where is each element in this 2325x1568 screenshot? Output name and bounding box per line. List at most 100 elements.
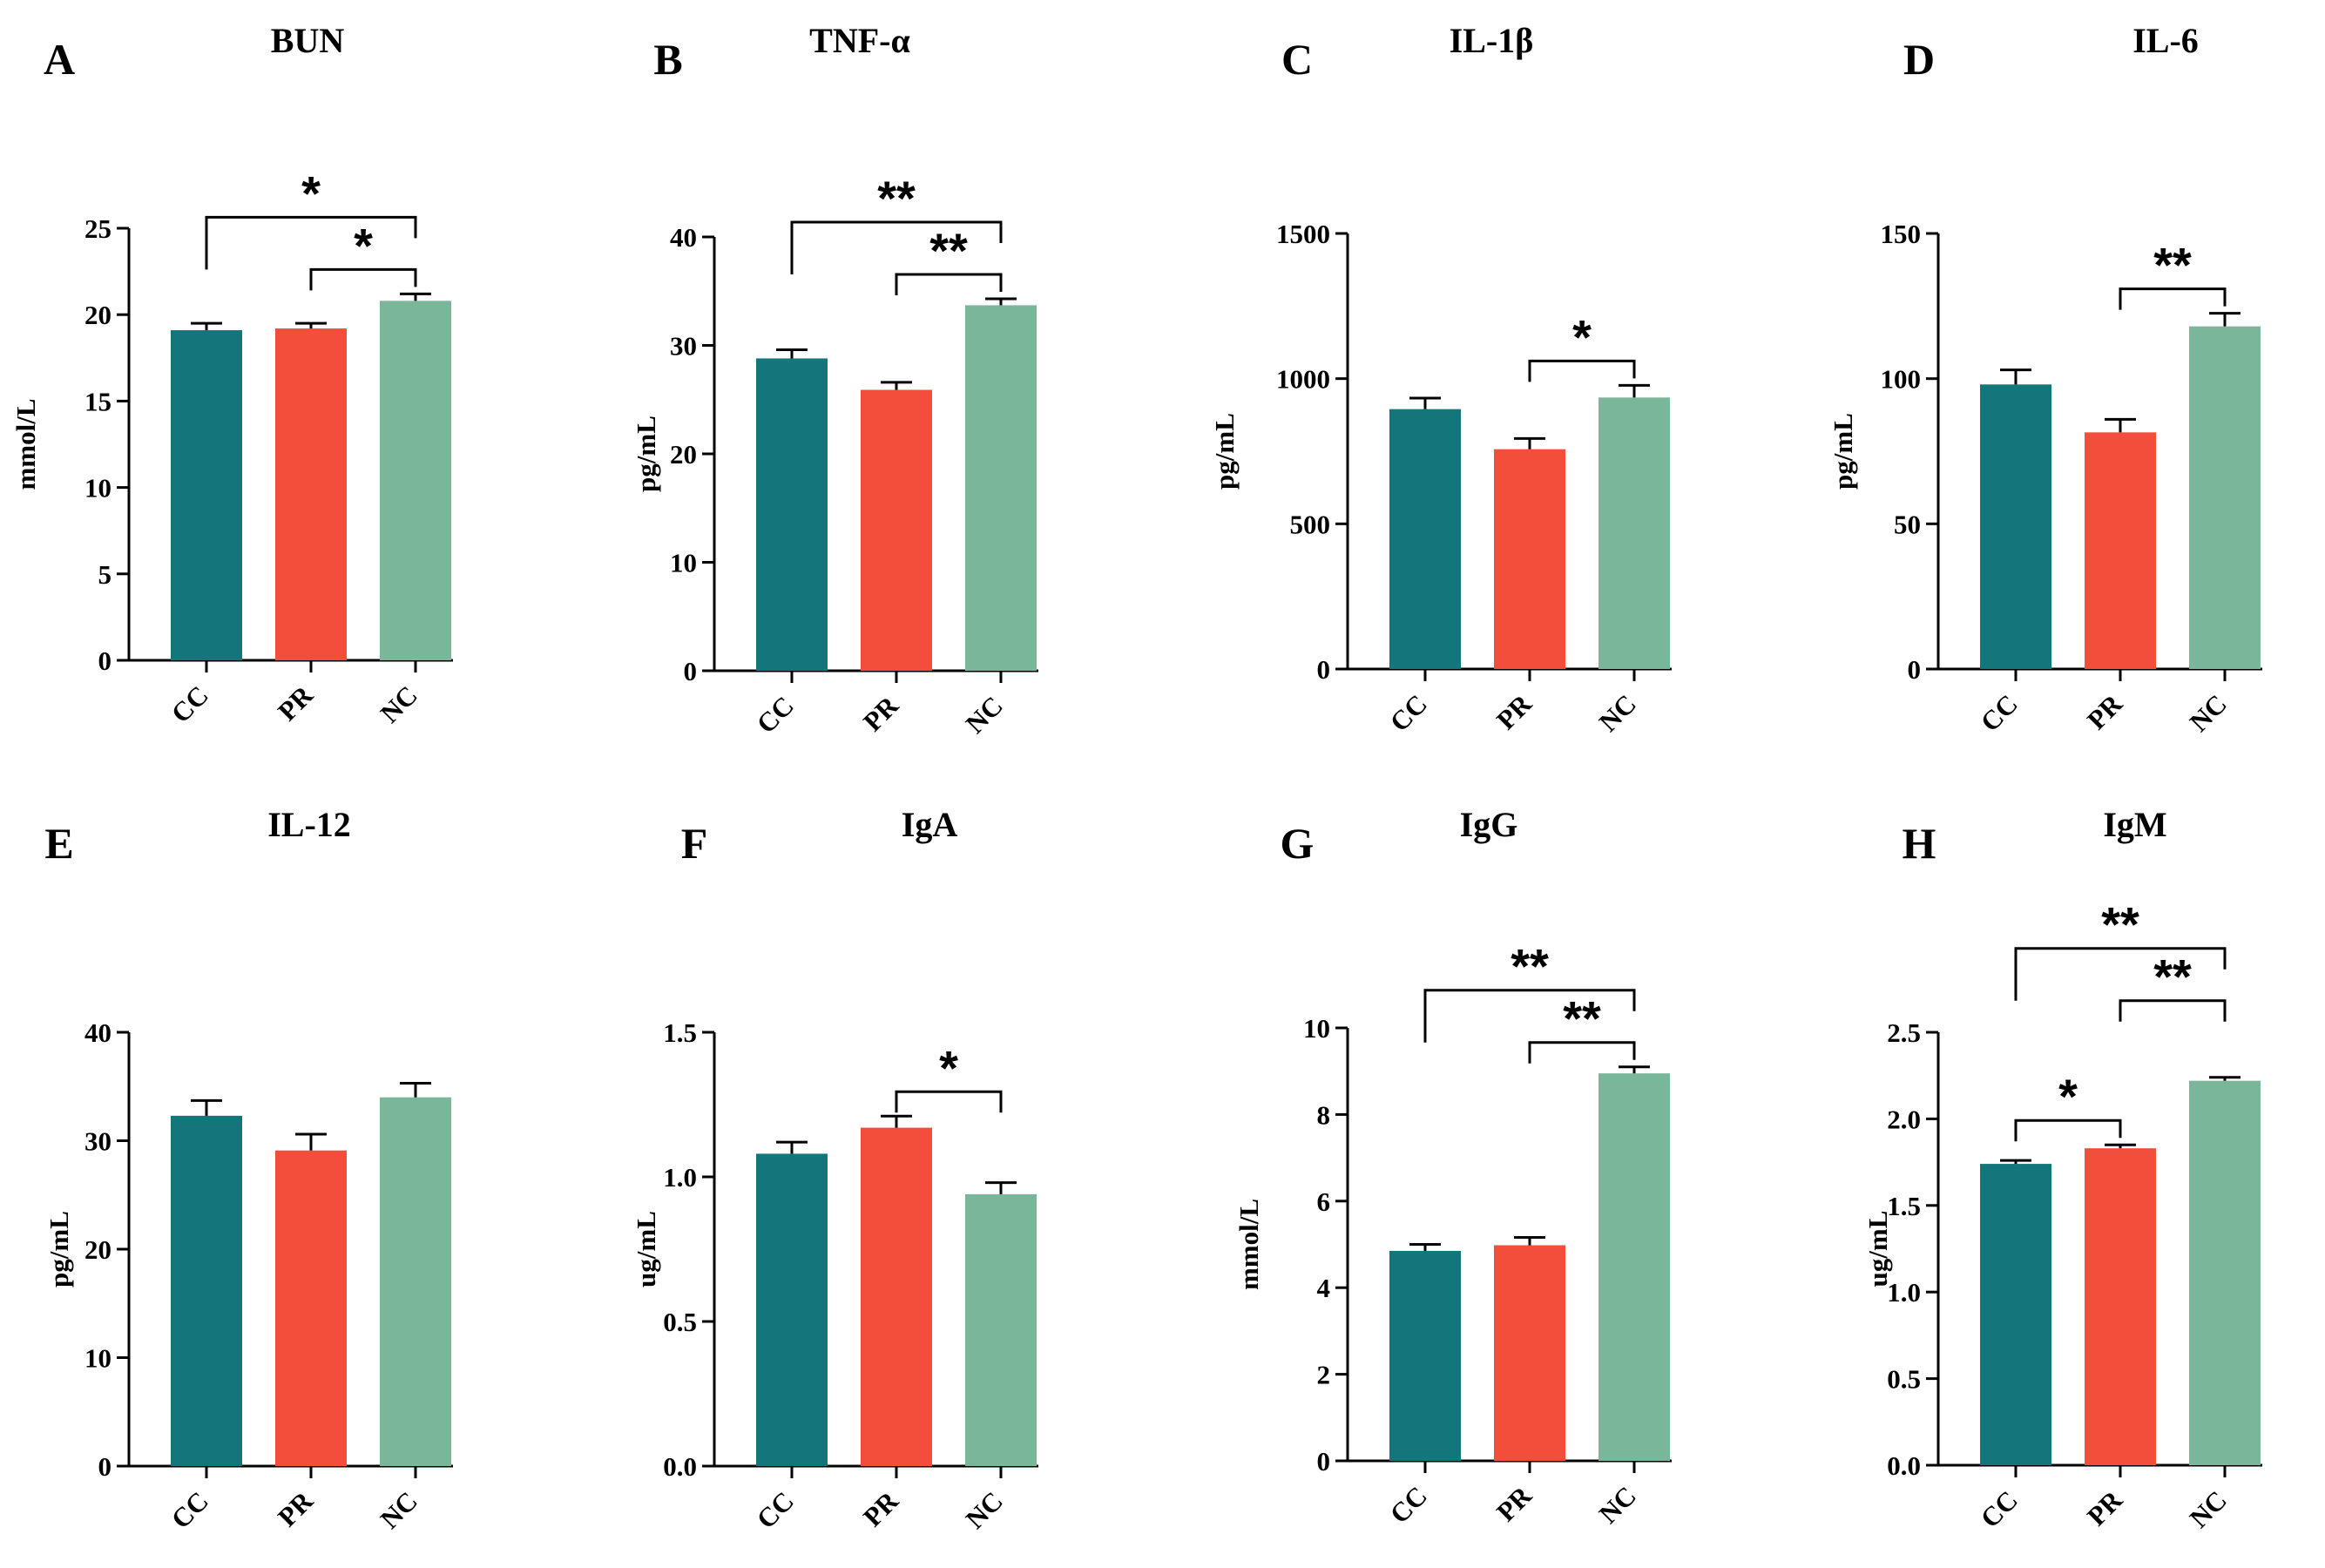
y-tick-label: 10 [84, 473, 112, 504]
y-tick-label: 0.5 [1887, 1364, 1921, 1395]
y-tick-label: 5 [98, 559, 112, 590]
chart-title: IL-6 [2132, 21, 2199, 60]
chart-g: G IgG mmol/L 0 2 4 6 8 10 CC PR NC ** ** [1233, 805, 1672, 1530]
chart-title: IgA [902, 805, 958, 844]
y-tick-label: 0 [98, 645, 112, 676]
y-axis-label: mmol/L [10, 398, 41, 490]
y-tick-label: 500 [1290, 509, 1331, 539]
x-tick-label: NC [2184, 1484, 2233, 1533]
y-tick-label: 40 [84, 1017, 112, 1048]
x-tick-label: CC [751, 690, 800, 739]
panel-letter: D [1903, 35, 1935, 84]
x-tick-label: CC [1384, 688, 1433, 737]
panel-letter: E [44, 819, 73, 868]
chart-c: C IL-1β pg/mL 0 500 1000 1500 CC PR NC * [1209, 21, 1672, 738]
bar-pr [2085, 432, 2156, 669]
bar-cc [171, 1115, 242, 1466]
y-tick-label: 1000 [1276, 364, 1330, 395]
x-tick-label: PR [2081, 1484, 2128, 1531]
panel-letter: A [44, 35, 75, 84]
significance-bracket [2014, 947, 2227, 1001]
y-tick-label: 4 [1317, 1273, 1331, 1303]
x-tick-label: NC [375, 679, 423, 728]
significance-bracket [1528, 359, 1636, 382]
bar-nc [1598, 397, 1670, 669]
x-tick-label: PR [272, 1485, 319, 1532]
y-axis-label: mmol/L [1233, 1199, 1264, 1290]
y-tick-label: 1.5 [663, 1017, 697, 1048]
chart-a: A BUN mmol/L 0 5 10 15 20 25 CC PR NC * * [10, 21, 453, 729]
panel-f: F IgA ug/mL 0.0 0.5 1.0 1.5 CC PR NC * [581, 784, 1162, 1568]
y-tick-label: 8 [1317, 1099, 1331, 1130]
bar-nc [2189, 326, 2261, 669]
y-tick-label: 0 [684, 656, 698, 686]
y-tick-label: 20 [84, 300, 112, 330]
bar-cc [1389, 1250, 1461, 1461]
panel-d: D IL-6 pg/mL 0 50 100 150 CC PR NC ** [1743, 0, 2324, 784]
x-tick-label: NC [375, 1485, 423, 1534]
bar-pr [2085, 1148, 2156, 1465]
y-tick-label: 20 [84, 1234, 112, 1265]
y-tick-label: 10 [1303, 1013, 1330, 1044]
bar-nc [380, 1097, 451, 1466]
y-tick-label: 2 [1317, 1360, 1331, 1390]
y-axis-label: ug/mL [1862, 1211, 1893, 1288]
chart-title: IL-12 [267, 805, 351, 844]
panel-letter: C [1281, 35, 1313, 84]
significance-label: * [354, 218, 373, 273]
significance-bracket [2119, 999, 2227, 1022]
x-tick-label: NC [960, 1485, 1009, 1534]
bar-pr [275, 1150, 347, 1466]
chart-title: IL-1β [1450, 21, 1534, 60]
significance-label: * [1572, 309, 1592, 364]
significance-label: ** [1563, 991, 1601, 1046]
significance-label: ** [2153, 238, 2192, 293]
y-tick-label: 50 [1894, 509, 1921, 539]
y-axis-label: pg/mL [1209, 413, 1240, 490]
x-tick-label: NC [2184, 688, 2233, 737]
y-tick-label: 30 [670, 331, 697, 362]
y-tick-label: 1.0 [1887, 1277, 1921, 1308]
y-tick-label: 20 [670, 439, 697, 470]
x-tick-label: NC [960, 690, 1009, 739]
x-tick-label: PR [857, 1485, 904, 1532]
significance-label: * [301, 166, 321, 220]
y-tick-label: 40 [670, 222, 697, 253]
x-tick-label: PR [2081, 688, 2128, 735]
bar-cc [756, 1153, 828, 1466]
x-tick-label: CC [751, 1485, 800, 1534]
x-tick-label: NC [1593, 688, 1642, 737]
x-tick-label: CC [1384, 1480, 1433, 1529]
y-tick-label: 0 [1908, 654, 1922, 685]
significance-bracket [1423, 989, 1636, 1043]
bar-pr [275, 328, 347, 660]
panel-letter: B [653, 35, 682, 84]
chart-title: TNF-α [809, 21, 910, 60]
y-tick-label: 150 [1881, 219, 1922, 249]
significance-label: ** [1511, 939, 1549, 994]
significance-label: ** [877, 171, 916, 226]
panel-h: H IgM ug/mL 0.0 0.5 1.0 1.5 2.0 2.5 CC PR NC * ** ** [1743, 784, 2324, 1568]
significance-bracket [309, 267, 417, 291]
panel-a: A BUN mmol/L 0 5 10 15 20 25 CC PR NC * * [0, 0, 581, 784]
significance-bracket [1528, 1041, 1636, 1064]
bar-nc [380, 301, 451, 660]
y-tick-label: 0.0 [663, 1451, 697, 1482]
x-tick-label: PR [1490, 1480, 1538, 1527]
bar-nc [965, 1193, 1037, 1466]
y-tick-label: 1500 [1276, 219, 1330, 249]
chart-f: F IgA ug/mL 0.0 0.5 1.0 1.5 CC PR NC * [631, 805, 1038, 1535]
x-tick-label: NC [1593, 1480, 1642, 1529]
x-tick-label: CC [1975, 1484, 2024, 1533]
significance-label: ** [2101, 897, 2139, 952]
bar-nc [1598, 1073, 1670, 1461]
bar-cc [1980, 384, 2051, 669]
panel-g: G IgG mmol/L 0 2 4 6 8 10 CC PR NC ** ** [1162, 784, 1743, 1568]
panel-letter: G [1281, 819, 1315, 868]
y-tick-label: 25 [84, 213, 112, 244]
significance-bracket [2119, 287, 2227, 310]
y-tick-label: 0.0 [1887, 1450, 1921, 1481]
bar-pr [1494, 1245, 1565, 1461]
significance-label: ** [2153, 950, 2192, 1004]
